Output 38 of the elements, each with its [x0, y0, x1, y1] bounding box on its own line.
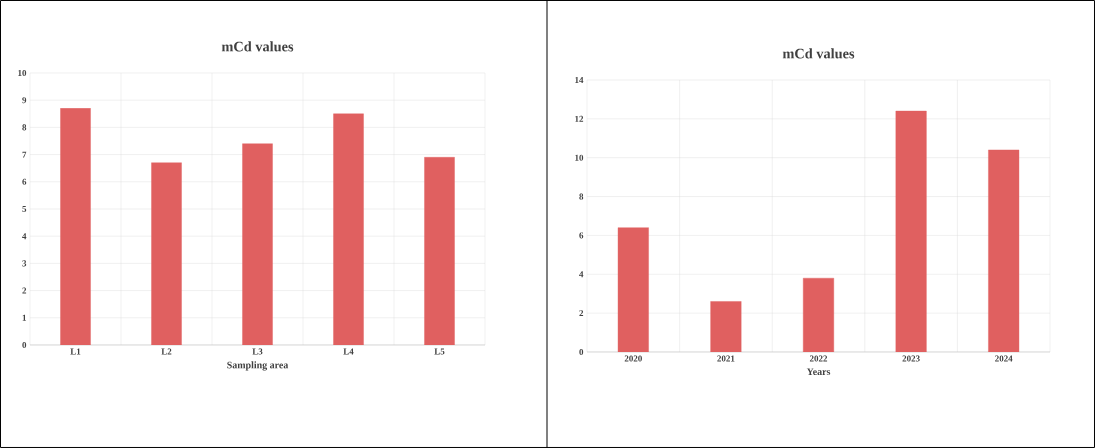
- y-tick-label: 2: [22, 287, 27, 294]
- y-tick-label: 5: [22, 206, 27, 212]
- y-tick-label: 8: [579, 193, 584, 200]
- x-tick-label: 2023: [902, 355, 920, 362]
- bar: [424, 157, 455, 345]
- chart-title: mCd values: [221, 41, 294, 52]
- x-axis-title: Sampling area: [227, 361, 289, 371]
- y-tick-label: 0: [22, 341, 27, 349]
- x-tick-label: 2021: [717, 355, 735, 362]
- y-tick-label: 10: [18, 69, 27, 77]
- bar: [333, 113, 364, 345]
- x-tick-label: L4: [343, 348, 354, 355]
- x-tick-label: 2022: [809, 355, 828, 362]
- y-tick-label: 4: [579, 271, 584, 278]
- x-tick-label: 2024: [995, 355, 1013, 362]
- x-tick-label: 2020: [624, 355, 642, 362]
- y-tick-label: 2: [579, 310, 584, 317]
- x-tick-label: L5: [434, 348, 445, 355]
- bar: [60, 108, 91, 345]
- x-tick-label: L2: [161, 348, 172, 355]
- y-tick-label: 0: [579, 348, 584, 356]
- x-axis-title: Years: [806, 368, 831, 376]
- y-tick-label: 10: [575, 154, 584, 161]
- y-tick-label: 1: [22, 314, 27, 321]
- y-tick-label: 12: [575, 115, 584, 122]
- chart-title: mCd values: [782, 48, 855, 59]
- x-tick-label: L3: [252, 348, 263, 355]
- x-tick-label: L1: [70, 348, 81, 355]
- bar: [151, 162, 182, 345]
- y-tick-label: 3: [22, 260, 27, 267]
- bar: [242, 143, 273, 345]
- y-tick-label: 7: [22, 151, 27, 158]
- y-tick-label: 8: [22, 124, 27, 131]
- y-tick-label: 9: [22, 97, 27, 104]
- y-tick-label: 14: [575, 77, 584, 83]
- y-tick-label: 6: [22, 178, 27, 185]
- y-tick-label: 6: [579, 232, 584, 239]
- y-tick-label: 4: [22, 233, 27, 240]
